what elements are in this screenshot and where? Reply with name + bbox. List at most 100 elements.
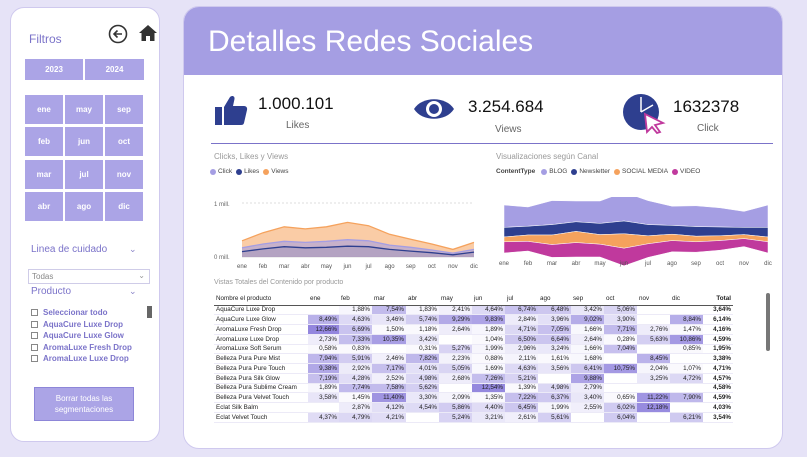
table-row[interactable]: AquaCure Luxe Drop 1,88% 7,54% 1,83% 2,41% 4,… bbox=[214, 305, 733, 316]
percent-cell: 2,68% bbox=[439, 373, 472, 384]
percent-cell: 6,21% bbox=[670, 412, 703, 423]
table-row[interactable]: Eclat Silk Balm 2,87% 4,12% 4,54% 5,86% 4,40%… bbox=[214, 402, 733, 413]
product-list-scrollbar[interactable] bbox=[147, 306, 152, 318]
column-header[interactable]: mar bbox=[372, 292, 406, 306]
product-item[interactable]: AromaLuxe Fresh Drop bbox=[31, 342, 141, 354]
table-row[interactable]: AromaLuxe Soft Serum 0,58% 0,83% 0,31% 5,27%… bbox=[214, 344, 733, 355]
month-button-mar[interactable]: mar bbox=[25, 160, 63, 189]
views-by-channel-legend: ContentType BLOG Newsletter SOCIAL MEDIA… bbox=[496, 168, 700, 175]
percent-cell: 2,76% bbox=[637, 324, 670, 335]
column-header[interactable]: abr bbox=[406, 292, 439, 306]
likes-value: 1.000.101 bbox=[258, 94, 334, 113]
product-chevron-icon[interactable]: ⌄ bbox=[129, 286, 137, 296]
column-header[interactable]: Total bbox=[703, 292, 733, 306]
month-button-jun[interactable]: jun bbox=[65, 127, 103, 156]
percent-cell: 3,90% bbox=[604, 314, 637, 325]
column-header[interactable]: oct bbox=[604, 292, 637, 306]
checkbox[interactable] bbox=[31, 320, 38, 328]
legend-dot bbox=[672, 168, 679, 175]
column-header[interactable]: jun bbox=[472, 292, 505, 306]
table-row[interactable]: Belleza Pura Sublime Cream 1,89% 7,74% 7,58… bbox=[214, 383, 733, 394]
month-button-sep[interactable]: sep bbox=[105, 95, 143, 124]
column-header-product[interactable]: Nombre el producto bbox=[214, 292, 308, 306]
chevron-down-icon: ⌄ bbox=[138, 271, 145, 280]
views-by-channel-chart[interactable]: ene feb mar abr may jun jul ago sep oct nov dic bbox=[496, 197, 776, 273]
views-value: 3.254.684 bbox=[468, 97, 544, 116]
percent-cell: 6,37% bbox=[538, 392, 571, 403]
percent-cell: 6,50% bbox=[505, 334, 538, 345]
product-item-select-all[interactable]: Seleccionar todo bbox=[31, 307, 141, 319]
clicks-likes-views-chart[interactable]: 1 mill. 0 mill. ene feb mar abr may jun jul ago se… bbox=[212, 189, 480, 273]
table-row[interactable]: Belleza Pura Pure Touch 9,38% 2,92% 7,17% 4,… bbox=[214, 363, 733, 374]
month-button-ene[interactable]: ene bbox=[25, 95, 63, 124]
column-header[interactable]: may bbox=[439, 292, 472, 306]
table-row[interactable]: Belleza Pura Velvet Touch 3,58% 1,45% 11,40… bbox=[214, 392, 733, 403]
x-tick-label: ago bbox=[385, 264, 396, 270]
page-title: Detalles Redes Sociales bbox=[208, 25, 534, 58]
column-header[interactable]: ene bbox=[308, 292, 339, 306]
column-header[interactable]: nov bbox=[637, 292, 670, 306]
product-item[interactable]: AquaCure Luxe Drop bbox=[31, 319, 141, 331]
month-button-oct[interactable]: oct bbox=[105, 127, 143, 156]
table-row[interactable]: Belleza Pura Pure Mist 7,94% 5,91% 2,46% 7,8… bbox=[214, 353, 733, 364]
percent-cell bbox=[604, 373, 637, 384]
month-button-jul[interactable]: jul bbox=[65, 160, 103, 189]
product-item[interactable]: AquaCure Luxe Glow bbox=[31, 330, 141, 342]
x-tick-label: ene bbox=[499, 261, 510, 267]
percent-cell: 2,79% bbox=[571, 383, 604, 394]
checkbox[interactable] bbox=[31, 332, 38, 340]
percent-cell: 1,39% bbox=[505, 383, 538, 394]
column-header[interactable]: dic bbox=[670, 292, 703, 306]
year-button-2023[interactable]: 2023 bbox=[25, 59, 83, 80]
area-likes bbox=[242, 246, 474, 257]
home-icon[interactable] bbox=[137, 22, 159, 44]
column-header[interactable]: ago bbox=[538, 292, 571, 306]
percent-cell: 2,04% bbox=[637, 363, 670, 374]
percent-cell: 0,31% bbox=[406, 344, 439, 355]
table-row[interactable]: AquaCure Luxe Glow 8,49% 4,63% 3,46% 5,74% 9,… bbox=[214, 314, 733, 325]
percent-cell: 7,54% bbox=[372, 305, 406, 316]
month-button-nov[interactable]: nov bbox=[105, 160, 143, 189]
table-title: Vistas Totales del Contenido por product… bbox=[214, 279, 344, 286]
product-name-cell: AromaLuxe Soft Serum bbox=[214, 344, 308, 355]
percent-cell: 1,50% bbox=[372, 324, 406, 335]
year-button-2024[interactable]: 2024 bbox=[85, 59, 144, 80]
percent-cell: 5,62% bbox=[406, 383, 439, 394]
percent-cell: 7,33% bbox=[339, 334, 372, 345]
column-header[interactable]: feb bbox=[339, 292, 372, 306]
table-row[interactable]: AromaLuxe Fresh Drop 12,66% 6,69% 1,50% 1,18… bbox=[214, 324, 733, 335]
back-arrow-icon[interactable] bbox=[108, 24, 128, 44]
clear-all-filters-button[interactable]: Borrar todas las segmentaciones bbox=[34, 387, 134, 421]
percent-cell: 6,41% bbox=[571, 363, 604, 374]
table-scrollbar[interactable] bbox=[766, 293, 770, 351]
percent-cell: 1,89% bbox=[308, 383, 339, 394]
table-row[interactable]: Eclat Velvet Touch 4,37% 4,79% 4,21% 5,24% 3,… bbox=[214, 412, 733, 423]
product-item[interactable]: AromaLuxe Luxe Drop bbox=[31, 353, 141, 365]
month-button-abr[interactable]: abr bbox=[25, 192, 63, 221]
month-button-dic[interactable]: dic bbox=[105, 192, 143, 221]
care-line-chevron-icon[interactable]: ⌄ bbox=[129, 244, 137, 254]
table-row[interactable]: AromaLuxe Luxe Drop 2,73% 7,33% 10,35% 3,42%… bbox=[214, 334, 733, 345]
percent-cell: 9,88% bbox=[571, 373, 604, 384]
total-cell: 4,58% bbox=[703, 383, 733, 394]
column-header[interactable]: sep bbox=[571, 292, 604, 306]
percent-cell: 1,35% bbox=[472, 392, 505, 403]
month-button-feb[interactable]: feb bbox=[25, 127, 63, 156]
x-tick-label: feb bbox=[524, 261, 533, 267]
x-tick-label: may bbox=[594, 261, 605, 267]
table-row[interactable]: Belleza Pura Silk Glow 7,19% 4,28% 2,52% 4,9… bbox=[214, 373, 733, 384]
percent-cell: 4,79% bbox=[339, 412, 372, 423]
x-tick-label: mar bbox=[279, 264, 289, 270]
percent-cell: 11,22% bbox=[637, 392, 670, 403]
month-button-ago[interactable]: ago bbox=[65, 192, 103, 221]
column-header[interactable]: jul bbox=[505, 292, 538, 306]
clear-button-line1: Borrar todas las bbox=[55, 394, 113, 403]
checkbox[interactable] bbox=[31, 343, 38, 351]
month-button-may[interactable]: may bbox=[65, 95, 103, 124]
product-title: Producto bbox=[31, 286, 72, 297]
checkbox[interactable] bbox=[31, 309, 38, 317]
percent-cell: 7,71% bbox=[604, 324, 637, 335]
care-line-dropdown[interactable]: Todas ⌄ bbox=[28, 269, 150, 284]
total-cell: 6,14% bbox=[703, 314, 733, 325]
checkbox[interactable] bbox=[31, 355, 38, 363]
